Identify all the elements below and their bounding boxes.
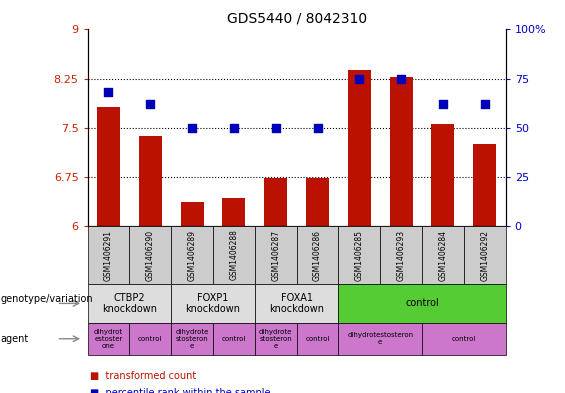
Text: GSM1406293: GSM1406293 xyxy=(397,230,406,281)
Point xyxy=(355,75,364,82)
Point xyxy=(313,125,322,131)
Bar xyxy=(223,198,245,226)
Text: GSM1406285: GSM1406285 xyxy=(355,230,364,281)
Bar xyxy=(139,136,162,226)
Text: CTBP2
knockdown: CTBP2 knockdown xyxy=(102,293,157,314)
Bar xyxy=(97,107,120,226)
Text: FOXA1
knockdown: FOXA1 knockdown xyxy=(269,293,324,314)
Point xyxy=(397,75,406,82)
Text: GSM1406290: GSM1406290 xyxy=(146,230,155,281)
Bar xyxy=(306,178,329,226)
Bar xyxy=(432,125,454,226)
Text: control: control xyxy=(451,336,476,342)
Point xyxy=(480,101,489,107)
Bar xyxy=(181,202,203,226)
Point xyxy=(104,89,113,95)
Point xyxy=(271,125,280,131)
Text: FOXP1
knockdown: FOXP1 knockdown xyxy=(185,293,241,314)
Bar xyxy=(348,70,371,226)
Text: GSM1406292: GSM1406292 xyxy=(480,230,489,281)
Text: genotype/variation: genotype/variation xyxy=(1,294,93,305)
Text: GSM1406287: GSM1406287 xyxy=(271,230,280,281)
Text: dihydrote
stosteron
e: dihydrote stosteron e xyxy=(259,329,293,349)
Bar xyxy=(390,77,412,226)
Text: ■  transformed count: ■ transformed count xyxy=(90,371,197,382)
Title: GDS5440 / 8042310: GDS5440 / 8042310 xyxy=(227,11,367,26)
Text: GSM1406288: GSM1406288 xyxy=(229,230,238,281)
Point xyxy=(438,101,447,107)
Text: GSM1406286: GSM1406286 xyxy=(313,230,322,281)
Text: control: control xyxy=(138,336,163,342)
Text: dihydrotestosteron
e: dihydrotestosteron e xyxy=(347,332,414,345)
Point xyxy=(146,101,155,107)
Point xyxy=(229,125,238,131)
Point xyxy=(188,125,197,131)
Text: GSM1406289: GSM1406289 xyxy=(188,230,197,281)
Text: GSM1406291: GSM1406291 xyxy=(104,230,113,281)
Text: control: control xyxy=(305,336,330,342)
Text: control: control xyxy=(405,298,439,309)
Bar xyxy=(473,144,496,226)
Text: agent: agent xyxy=(1,334,29,344)
Text: GSM1406284: GSM1406284 xyxy=(438,230,447,281)
Text: ■  percentile rank within the sample: ■ percentile rank within the sample xyxy=(90,388,271,393)
Bar xyxy=(264,178,287,226)
Text: dihydrote
stosteron
e: dihydrote stosteron e xyxy=(175,329,209,349)
Text: control: control xyxy=(221,336,246,342)
Text: dihydrot
estoster
one: dihydrot estoster one xyxy=(94,329,123,349)
